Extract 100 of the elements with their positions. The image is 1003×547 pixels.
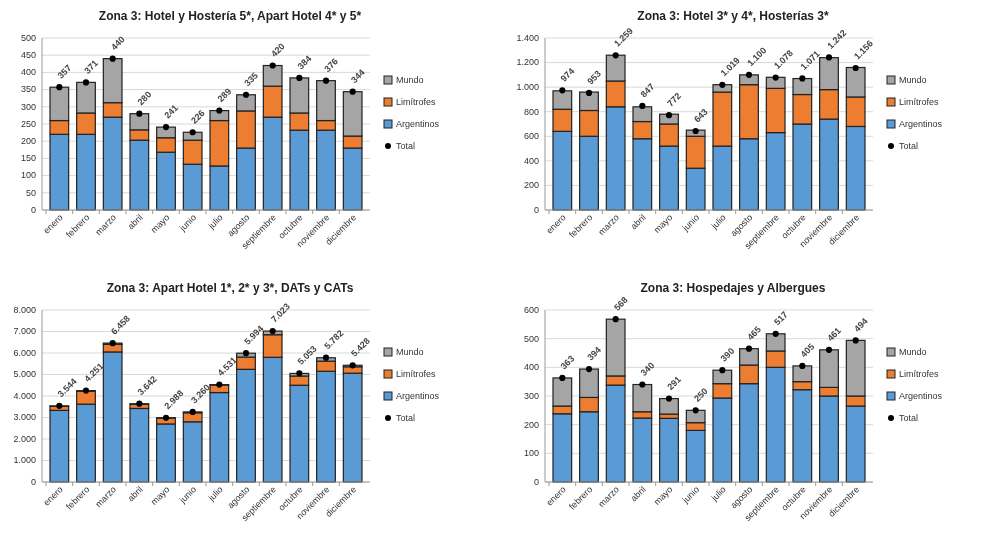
data-label: 420 [269,41,287,59]
data-label: 226 [189,107,207,126]
data-label: 363 [558,353,577,372]
point [799,362,806,369]
data-label: 517 [772,309,790,328]
legend-label: Total [899,140,919,151]
y-tick-label: 600 [523,131,539,142]
data-label: 340 [638,360,657,378]
y-tick-label: 100 [523,448,539,459]
y-tick-label: 1.000 [516,82,539,93]
y-tick-label: 8.000 [13,304,36,315]
point [665,395,673,402]
point [585,89,593,96]
data-label: 953 [585,68,604,87]
bar [49,409,70,483]
y-tick-label: 3.000 [13,412,36,423]
point [296,370,303,377]
point [136,400,143,407]
data-label: 371 [82,58,101,76]
data-label: 357 [55,62,74,81]
legend-label: Mundo [396,74,424,85]
data-label: 280 [135,89,154,108]
point [296,74,303,81]
point [242,350,250,357]
legend-label: Argentinos [899,390,943,401]
point [109,55,116,62]
legend-label: Total [396,412,416,423]
point [719,81,726,88]
y-tick-label: 5.000 [13,369,36,380]
point [82,387,90,394]
data-label: 335 [242,70,261,89]
point [216,381,223,388]
y-tick-label: 1.000 [13,455,36,466]
legend-label: Limítrofes [899,368,940,379]
y-tick-label: 1.200 [516,57,539,68]
data-label: 250 [692,386,710,404]
point [719,367,726,374]
chart-title: Zona 3: Apart Hotel 1*, 2* y 3*, DATs y CATs [106,281,354,295]
y-tick-label: 7.000 [13,326,36,337]
data-label: 847 [638,81,657,100]
point [56,402,63,409]
bar [659,397,679,415]
point [639,102,646,110]
point [639,381,646,388]
legend-label: Limítrofes [899,96,940,107]
point [189,408,196,415]
data-label: 465 [745,324,764,343]
point [322,354,330,361]
y-tick-label: 0 [30,204,36,215]
point [82,79,90,86]
bar [659,417,679,483]
y-tick-label: 350 [20,84,36,95]
y-tick-label: 400 [20,67,36,78]
y-tick-label: 0 [533,476,539,487]
data-label: 494 [852,316,870,334]
bar [156,423,176,483]
data-label: 376 [322,56,341,75]
legend-label: Argentinos [396,118,440,129]
point [852,337,859,344]
legend-label: Mundo [899,74,927,85]
data-label: 344 [349,67,367,86]
y-tick-label: 500 [20,32,36,43]
y-tick-label: 450 [20,50,36,61]
point [772,74,779,81]
point [825,54,833,61]
y-tick-label: 400 [523,362,539,373]
y-tick-label: 150 [20,153,36,164]
y-tick-label: 200 [523,419,539,430]
legend-label: Limítrofes [396,368,437,379]
legend-label: Argentinos [396,390,440,401]
data-label: 405 [798,341,817,360]
point [162,124,170,131]
chart-title: Zona 3: Hotel y Hostería 5*, Apart Hotel 4* y 5* [98,9,362,23]
point [559,374,566,382]
point [269,62,276,69]
point [799,75,806,82]
point [242,91,250,98]
point [692,407,699,414]
chart-title: Zona 3: Hospedajes y Albergues [640,281,826,295]
point [269,327,276,335]
legend-label: Argentinos [899,118,943,129]
bar [129,407,150,483]
point [559,87,566,94]
legend-label: Total [899,412,919,423]
data-label: 461 [825,325,844,344]
y-tick-label: 0 [533,204,539,215]
y-tick-label: 600 [523,304,539,315]
data-label: 440 [109,34,127,53]
data-label: 289 [215,86,234,104]
data-label: 568 [612,294,630,313]
point [109,340,116,347]
data-label: 394 [585,344,604,363]
data-label: 291 [665,374,684,392]
y-tick-label: 100 [20,170,36,181]
y-tick-label: 0 [30,476,36,487]
point [56,84,63,91]
point [825,346,833,353]
data-label: 390 [718,345,737,364]
point [612,52,619,59]
point [349,88,356,95]
